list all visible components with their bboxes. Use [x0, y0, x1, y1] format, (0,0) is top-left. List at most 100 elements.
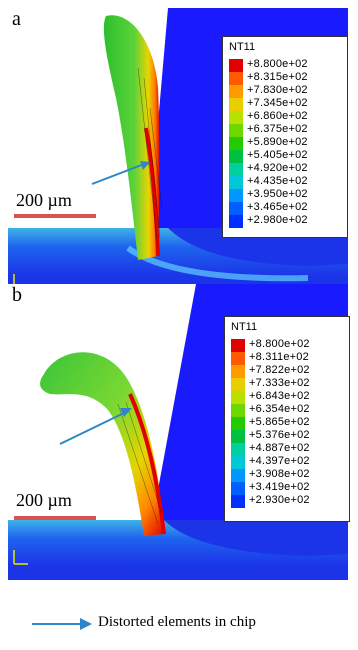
legend-swatch — [231, 443, 245, 456]
legend-row: +3.950e+02 — [229, 188, 345, 202]
legend-row: +4.397e+02 — [231, 455, 347, 469]
legend-row: +6.375e+02 — [229, 123, 345, 137]
machined-surface-gradient — [8, 520, 348, 566]
legend-swatch — [231, 469, 245, 482]
scale-bar — [14, 214, 96, 218]
legend-row: +3.908e+02 — [231, 468, 347, 482]
legend-row: +5.376e+02 — [231, 429, 347, 443]
legend-value: +5.405e+02 — [247, 149, 308, 161]
figure-caption: Distorted elements in chip — [30, 612, 330, 636]
machined-surface-gradient — [8, 228, 348, 276]
legend-value: +5.865e+02 — [249, 416, 310, 428]
legend-swatch — [231, 378, 245, 391]
legend-rows: +8.800e+02 +8.315e+02 +7.830e+02 +7.345e+02… — [229, 58, 345, 228]
legend-row: +6.860e+02 — [229, 110, 345, 124]
legend-row: +8.800e+02 — [229, 58, 345, 72]
legend-row: +7.822e+02 — [231, 364, 347, 378]
legend-swatch — [231, 495, 245, 508]
simulation-panel-b: b 200 µm NT11 +8.800e+02 +8.311e+02 +7.822… — [8, 284, 350, 580]
legend-value: +4.397e+02 — [249, 455, 310, 467]
legend-swatch — [231, 482, 245, 495]
legend-swatch — [231, 352, 245, 365]
legend-swatch — [231, 339, 245, 352]
legend-row: +7.345e+02 — [229, 97, 345, 111]
legend-swatch — [229, 59, 243, 72]
legend-value: +8.315e+02 — [247, 71, 308, 83]
simulation-panel-a: a 200 µm NT11 +8.800e+02 +8.315e+02 +7.830… — [8, 8, 348, 304]
legend-value: +2.980e+02 — [247, 214, 308, 226]
legend-row: +3.465e+02 — [229, 201, 345, 215]
legend-row: +7.830e+02 — [229, 84, 345, 98]
arrow-icon — [32, 618, 92, 630]
scale-bar — [14, 516, 96, 520]
legend-value: +8.800e+02 — [247, 58, 308, 70]
legend-title: NT11 — [229, 41, 256, 53]
legend-swatch — [229, 98, 243, 111]
legend-rows: +8.800e+02 +8.311e+02 +7.822e+02 +7.333e+02… — [231, 338, 347, 508]
legend-value: +7.822e+02 — [249, 364, 310, 376]
legend-swatch — [231, 417, 245, 430]
legend-swatch — [229, 137, 243, 150]
legend-value: +3.419e+02 — [249, 481, 310, 493]
legend-value: +5.890e+02 — [247, 136, 308, 148]
legend-value: +3.950e+02 — [247, 188, 308, 200]
legend-value: +6.860e+02 — [247, 110, 308, 122]
temperature-legend: NT11 +8.800e+02 +8.311e+02 +7.822e+02 +7.33… — [224, 316, 350, 522]
legend-row: +6.843e+02 — [231, 390, 347, 404]
legend-value: +8.800e+02 — [249, 338, 310, 350]
legend-swatch — [229, 150, 243, 163]
legend-swatch — [229, 124, 243, 137]
caption-text: Distorted elements in chip — [98, 614, 256, 630]
chip — [103, 15, 160, 261]
legend-value: +4.435e+02 — [247, 175, 308, 187]
legend-swatch — [229, 202, 243, 215]
legend-value: +8.311e+02 — [249, 351, 309, 363]
distorted-elements-arrow — [91, 163, 145, 185]
panel-label: b — [12, 284, 22, 306]
legend-value: +4.920e+02 — [247, 162, 308, 174]
legend-swatch — [229, 176, 243, 189]
legend-swatch — [229, 85, 243, 98]
legend-swatch — [231, 365, 245, 378]
legend-swatch — [231, 430, 245, 443]
legend-swatch — [229, 215, 243, 228]
legend-row: +5.890e+02 — [229, 136, 345, 150]
legend-value: +5.376e+02 — [249, 429, 310, 441]
legend-value: +6.843e+02 — [249, 390, 310, 402]
legend-row: +5.405e+02 — [229, 149, 345, 163]
legend-row: +7.333e+02 — [231, 377, 347, 391]
legend-swatch — [229, 111, 243, 124]
legend-value: +6.375e+02 — [247, 123, 308, 135]
legend-row: +4.920e+02 — [229, 162, 345, 176]
legend-row: +8.800e+02 — [231, 338, 347, 352]
legend-swatch — [229, 189, 243, 202]
legend-row: +8.315e+02 — [229, 71, 345, 85]
legend-row: +4.887e+02 — [231, 442, 347, 456]
legend-value: +7.830e+02 — [247, 84, 308, 96]
legend-row: +6.354e+02 — [231, 403, 347, 417]
legend-value: +2.930e+02 — [249, 494, 310, 506]
distorted-elements-arrow — [59, 411, 127, 445]
legend-title: NT11 — [231, 321, 258, 333]
legend-row: +4.435e+02 — [229, 175, 345, 189]
legend-value: +7.333e+02 — [249, 377, 310, 389]
legend-value: +3.908e+02 — [249, 468, 310, 480]
scale-bar-label: 200 µm — [16, 490, 72, 510]
legend-swatch — [229, 163, 243, 176]
legend-value: +6.354e+02 — [249, 403, 310, 415]
legend-value: +4.887e+02 — [249, 442, 310, 454]
legend-value: +7.345e+02 — [247, 97, 308, 109]
legend-row: +2.930e+02 — [231, 494, 347, 508]
legend-swatch — [231, 456, 245, 469]
legend-row: +2.980e+02 — [229, 214, 345, 228]
legend-row: +3.419e+02 — [231, 481, 347, 495]
temperature-legend: NT11 +8.800e+02 +8.315e+02 +7.830e+02 +7.34… — [222, 36, 348, 238]
scale-bar-label: 200 µm — [16, 190, 72, 210]
legend-row: +8.311e+02 — [231, 351, 347, 365]
legend-value: +3.465e+02 — [247, 201, 308, 213]
legend-row: +5.865e+02 — [231, 416, 347, 430]
legend-swatch — [229, 72, 243, 85]
legend-swatch — [231, 391, 245, 404]
panel-label: a — [12, 8, 21, 30]
legend-swatch — [231, 404, 245, 417]
